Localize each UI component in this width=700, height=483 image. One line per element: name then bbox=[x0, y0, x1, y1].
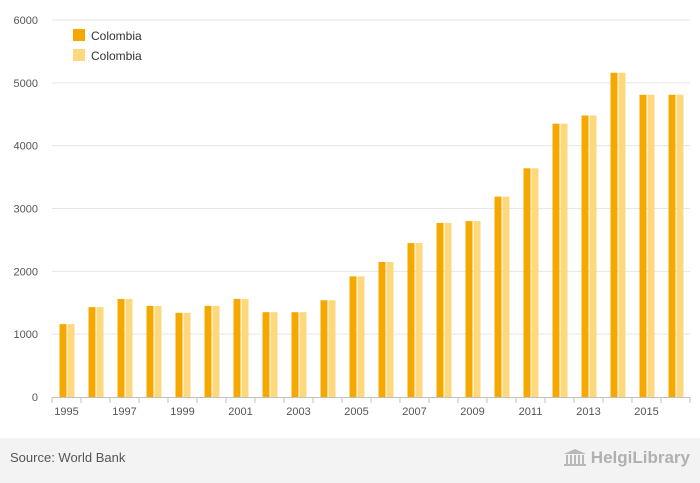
y-tick-label: 4000 bbox=[14, 141, 38, 153]
x-tick-label: 1997 bbox=[112, 406, 136, 418]
bar-series-0-2016[interactable] bbox=[668, 94, 676, 397]
y-tick-label: 5000 bbox=[14, 78, 38, 90]
x-axis: 1995 1997 1999 2001 2003 2005 2007 2009 2011 2013… bbox=[51, 397, 691, 418]
y-tick-label: 0 bbox=[32, 392, 38, 404]
bar-series-1-1996[interactable] bbox=[96, 307, 104, 397]
bar-series-0-2015[interactable] bbox=[639, 94, 647, 397]
x-tick-label: 2015 bbox=[634, 406, 658, 418]
chart: 0 1000 2000 3000 4000 5000 6000 1995 1997 1999 20… bbox=[14, 15, 691, 418]
bar-series-1-1998[interactable] bbox=[154, 305, 162, 397]
y-tick-label: 3000 bbox=[14, 204, 38, 216]
bar-series-1-2004[interactable] bbox=[328, 300, 336, 397]
bar-series-0-2006[interactable] bbox=[378, 261, 386, 397]
bar-series-1-2000[interactable] bbox=[212, 305, 220, 397]
legend[interactable]: Colombia Colombia bbox=[73, 29, 142, 63]
bar-series-1-2014[interactable] bbox=[618, 72, 626, 397]
bar-series-1-1997[interactable] bbox=[125, 298, 133, 397]
y-axis-labels: 0 1000 2000 3000 4000 5000 6000 bbox=[14, 15, 38, 404]
x-tick-label: 2013 bbox=[576, 406, 600, 418]
bar-series-1-2015[interactable] bbox=[647, 94, 655, 397]
bar-series-1-1999[interactable] bbox=[183, 312, 191, 397]
bar-series-0-1995[interactable] bbox=[59, 324, 67, 397]
bar-series-1-2010[interactable] bbox=[502, 196, 510, 397]
bar-series-0-2008[interactable] bbox=[436, 222, 444, 397]
bar-series-0-2003[interactable] bbox=[291, 312, 299, 397]
bar-series-1-2013[interactable] bbox=[589, 115, 597, 398]
bar-series-1-1995[interactable] bbox=[67, 324, 75, 397]
legend-label[interactable]: Colombia bbox=[91, 49, 142, 63]
x-tick-label: 1995 bbox=[54, 406, 78, 418]
brand-logo[interactable]: HelgiLibrary bbox=[563, 448, 690, 468]
x-tick-label: 2005 bbox=[344, 406, 368, 418]
y-tick-label: 1000 bbox=[14, 329, 38, 341]
bar-series-0-2012[interactable] bbox=[552, 123, 560, 398]
bar-series-0-1999[interactable] bbox=[175, 312, 183, 397]
bar-series-1-2006[interactable] bbox=[386, 261, 394, 397]
bar-series-1-2003[interactable] bbox=[299, 312, 307, 397]
bar-series-0-1997[interactable] bbox=[117, 298, 125, 397]
y-tick-label: 6000 bbox=[14, 15, 38, 27]
x-tick-label: 2007 bbox=[402, 406, 426, 418]
bar-series-1-2012[interactable] bbox=[560, 123, 568, 398]
y-tick-label: 2000 bbox=[14, 266, 38, 278]
legend-label[interactable]: Colombia bbox=[91, 29, 142, 43]
bar-series-0-2013[interactable] bbox=[581, 115, 589, 398]
library-building-icon bbox=[563, 449, 586, 466]
x-tick-label: 2011 bbox=[519, 406, 543, 418]
bar-series-1-2002[interactable] bbox=[270, 312, 278, 397]
x-tick-label: 2009 bbox=[460, 406, 484, 418]
bar-series-1-2005[interactable] bbox=[357, 276, 365, 397]
x-tick-label: 2003 bbox=[286, 406, 310, 418]
bar-series-1-2009[interactable] bbox=[473, 221, 481, 397]
bar-series-0-1998[interactable] bbox=[146, 305, 154, 397]
brand-text: HelgiLibrary bbox=[590, 448, 690, 467]
source-text: Source: World Bank bbox=[10, 450, 126, 465]
bar-series-0-2004[interactable] bbox=[320, 300, 328, 397]
legend-swatch[interactable] bbox=[73, 29, 85, 41]
bar-series-1-2008[interactable] bbox=[444, 222, 452, 397]
bar-series-1-2007[interactable] bbox=[415, 243, 423, 397]
bar-series-0-1996[interactable] bbox=[88, 307, 96, 397]
footer: Source: World Bank HelgiLibrary bbox=[0, 438, 700, 483]
bar-series-0-2010[interactable] bbox=[494, 196, 502, 397]
bar-series-1-2016[interactable] bbox=[676, 94, 684, 397]
bars bbox=[59, 72, 684, 398]
bar-series-0-2011[interactable] bbox=[523, 168, 531, 397]
x-tick-label: 1999 bbox=[170, 406, 194, 418]
bar-series-1-2001[interactable] bbox=[241, 298, 249, 397]
x-tick-label: 2001 bbox=[228, 406, 252, 418]
legend-swatch[interactable] bbox=[73, 49, 85, 61]
bar-series-0-2007[interactable] bbox=[407, 243, 415, 397]
bar-series-0-2000[interactable] bbox=[204, 305, 212, 397]
bar-series-1-2011[interactable] bbox=[531, 168, 539, 397]
bar-series-0-2014[interactable] bbox=[610, 72, 618, 397]
bar-series-0-2009[interactable] bbox=[465, 221, 473, 397]
bar-series-0-2002[interactable] bbox=[262, 312, 270, 397]
bar-series-0-2001[interactable] bbox=[233, 298, 241, 397]
bar-series-0-2005[interactable] bbox=[349, 276, 357, 397]
